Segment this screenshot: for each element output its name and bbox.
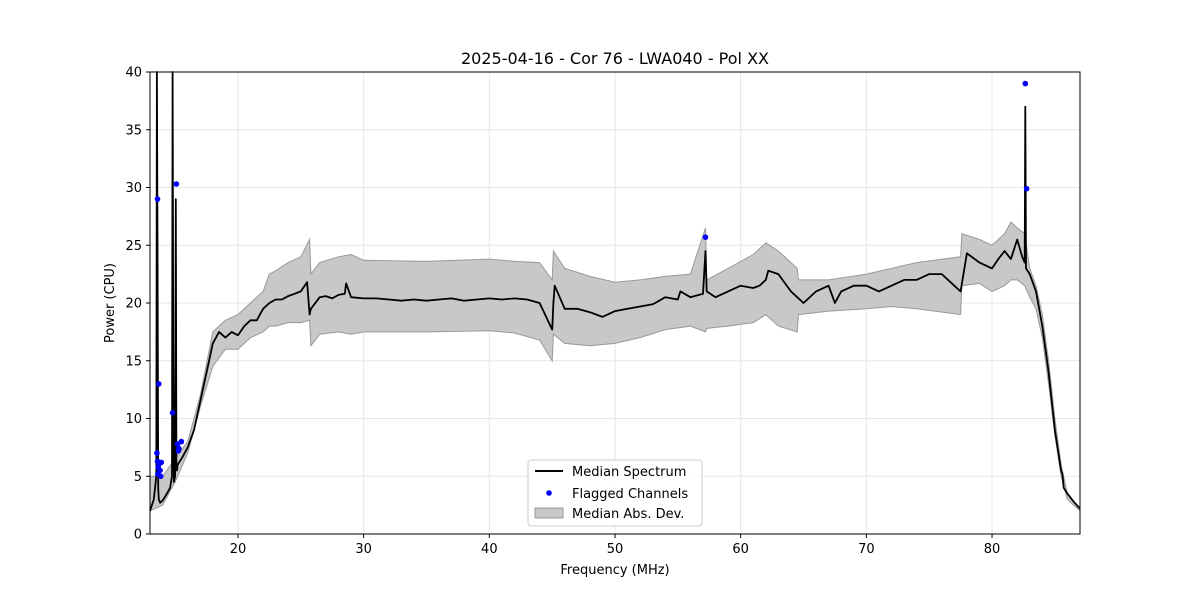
x-tick-label: 70: [858, 542, 875, 557]
y-axis-ticks: 0 5 10 15 20 25 30 35 40: [125, 66, 150, 543]
legend-box: [527, 459, 703, 527]
flagged-channel-point: [702, 234, 709, 240]
y-axis-label: Power (CPU): [103, 263, 118, 343]
flagged-channel-point: [155, 471, 161, 477]
flagged-channels-layer: [154, 80, 1030, 480]
y-tick-label: 30: [125, 181, 142, 196]
legend-flagged-swatch: [546, 490, 552, 496]
flagged-channel-point: [156, 381, 162, 387]
x-tick-label: 30: [355, 542, 372, 557]
x-tick-label: 50: [607, 542, 624, 557]
x-tick-label: 20: [230, 542, 247, 557]
y-tick-label: 15: [125, 354, 142, 369]
median-spectrum-layer: [149, 71, 1081, 512]
y-tick-label: 0: [134, 528, 142, 543]
flagged-channel-point: [1022, 80, 1029, 87]
y-tick-label: 35: [125, 123, 142, 138]
flagged-channel-point: [154, 450, 160, 456]
median-spectrum-line: [149, 71, 1081, 512]
x-axis-label: Frequency (MHz): [560, 563, 669, 578]
y-tick-label: 20: [125, 297, 142, 312]
chart-title: 2025-04-16 - Cor 76 - LWA040 - Pol XX: [461, 49, 769, 68]
y-tick-label: 10: [125, 412, 142, 427]
flagged-channel-point: [158, 459, 165, 466]
legend-median-label: Median Spectrum: [572, 465, 686, 480]
x-tick-label: 60: [732, 542, 749, 557]
flagged-channel-point: [175, 448, 182, 454]
flagged-channel-point: [169, 409, 176, 416]
flagged-channel-point: [154, 196, 161, 202]
y-tick-label: 5: [134, 470, 142, 485]
x-axis-ticks: 20 30 40 50 60 70 80: [230, 534, 1001, 557]
y-tick-label: 25: [125, 239, 142, 254]
x-tick-label: 80: [984, 542, 1001, 557]
y-tick-label: 40: [125, 66, 142, 81]
x-tick-label: 40: [481, 542, 498, 557]
flagged-channel-point: [173, 181, 180, 187]
legend-flagged-label: Flagged Channels: [572, 487, 688, 502]
legend: Median Spectrum Flagged Channels Median …: [527, 459, 703, 527]
legend-mad-swatch: [534, 507, 564, 519]
flagged-channel-point: [1023, 185, 1030, 192]
flagged-channel-point: [178, 438, 185, 445]
legend-mad-label: Median Abs. Dev.: [572, 507, 684, 522]
